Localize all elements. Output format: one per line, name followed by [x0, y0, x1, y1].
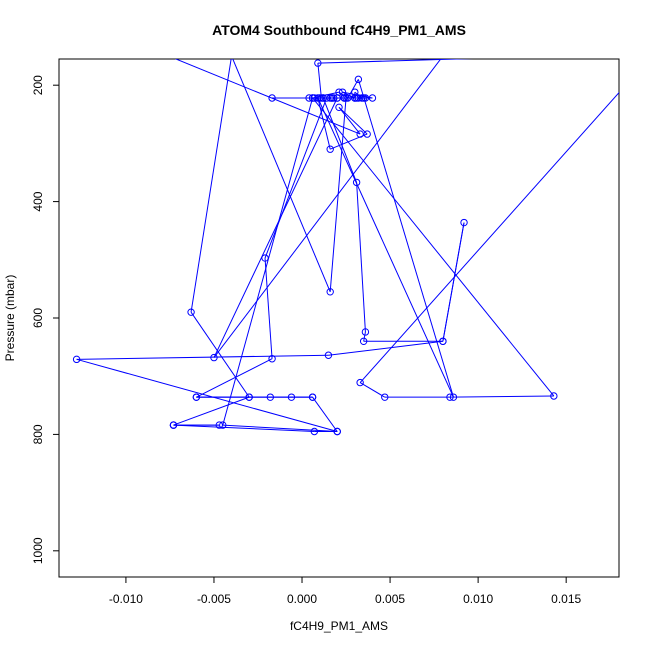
series-segment [190, 59, 232, 313]
series-segment [442, 222, 465, 342]
data-point [363, 130, 371, 138]
y-axis: 200 400 600 800 1000 [31, 75, 59, 564]
data-point [352, 94, 361, 102]
data-point [449, 393, 458, 401]
data-point [245, 393, 253, 401]
series-segment [363, 331, 366, 342]
series-segment [312, 97, 555, 397]
series-points [72, 59, 558, 436]
data-point [215, 421, 223, 429]
data-point [326, 94, 334, 102]
series-segment [174, 59, 361, 135]
data-point [266, 393, 275, 401]
x-tick-label: 0.005 [375, 592, 405, 606]
data-point [72, 355, 81, 364]
chart-title: ATOM4 Southbound fC4H9_PM1_AMS [212, 22, 466, 38]
data-point [439, 337, 447, 345]
data-point [326, 288, 334, 296]
series-segment [317, 63, 322, 99]
y-tick-label: 1000 [31, 537, 45, 564]
data-point [338, 88, 347, 96]
data-point [326, 145, 334, 153]
x-tick-label: 0.015 [551, 592, 581, 606]
x-axis: -0.010 -0.005 0.000 0.005 0.010 0.015 [109, 577, 582, 606]
x-axis-label: fC4H9_PM1_AMS [290, 619, 388, 633]
series-segment [328, 340, 443, 356]
y-tick-label: 800 [31, 424, 45, 444]
series-segment [359, 382, 386, 398]
series-segment [338, 106, 361, 135]
data-point [308, 393, 317, 401]
data-point [310, 427, 319, 436]
data-point [268, 94, 276, 102]
series-segment [76, 358, 338, 432]
data-point [210, 353, 218, 362]
data-point [361, 94, 370, 102]
series-segment [76, 354, 329, 360]
data-point [333, 94, 341, 102]
series-segment [213, 97, 338, 358]
x-tick-label: 0.010 [463, 592, 493, 606]
y-tick-label: 400 [31, 191, 45, 211]
data-point [219, 421, 227, 429]
series-segment [222, 97, 314, 426]
data-point [356, 130, 364, 138]
series-segment [173, 424, 315, 432]
y-tick-label: 600 [31, 308, 45, 328]
series-segment [173, 396, 250, 426]
series-segment [264, 258, 273, 359]
x-tick-label: 0.000 [287, 592, 317, 606]
x-tick-label: -0.010 [109, 592, 143, 606]
series-segment [264, 97, 328, 259]
data-point [319, 94, 327, 102]
data-point [342, 94, 350, 102]
data-point [169, 421, 178, 429]
data-point [261, 254, 269, 262]
data-point [361, 328, 370, 336]
series-segment [338, 106, 368, 135]
data-point [446, 393, 454, 401]
data-point [322, 94, 331, 102]
series-segment [449, 395, 554, 398]
series-segment [222, 424, 338, 432]
series-segment [196, 358, 273, 398]
data-point [287, 393, 296, 401]
data-point [314, 59, 322, 67]
data-point [550, 392, 558, 400]
series-segment [357, 79, 454, 398]
data-point [352, 178, 361, 187]
series-segment [330, 133, 368, 150]
series-segment [317, 59, 474, 64]
data-point [354, 75, 363, 84]
data-point [192, 393, 201, 401]
series-segment [312, 396, 338, 432]
series-segment [213, 59, 442, 358]
data-point [268, 355, 276, 363]
data-point [460, 218, 468, 227]
series-segment [359, 91, 619, 383]
data-point [368, 94, 377, 102]
series-segment [232, 59, 331, 293]
series-segment [317, 97, 454, 398]
series-lines [76, 59, 619, 432]
series-segment [190, 311, 250, 398]
data-point [324, 351, 333, 359]
data-point [330, 94, 338, 102]
data-point [187, 308, 195, 316]
data-point [335, 103, 343, 112]
data-point [305, 94, 313, 102]
series-segment [322, 97, 358, 183]
series-segment [356, 182, 366, 332]
data-point [359, 337, 368, 345]
data-point [356, 378, 364, 387]
data-point [381, 393, 389, 401]
data-point [333, 427, 341, 436]
x-tick-label: -0.005 [197, 592, 231, 606]
data-point [308, 94, 317, 102]
y-axis-label: Pressure (mbar) [3, 275, 17, 362]
y-tick-label: 200 [31, 75, 45, 95]
